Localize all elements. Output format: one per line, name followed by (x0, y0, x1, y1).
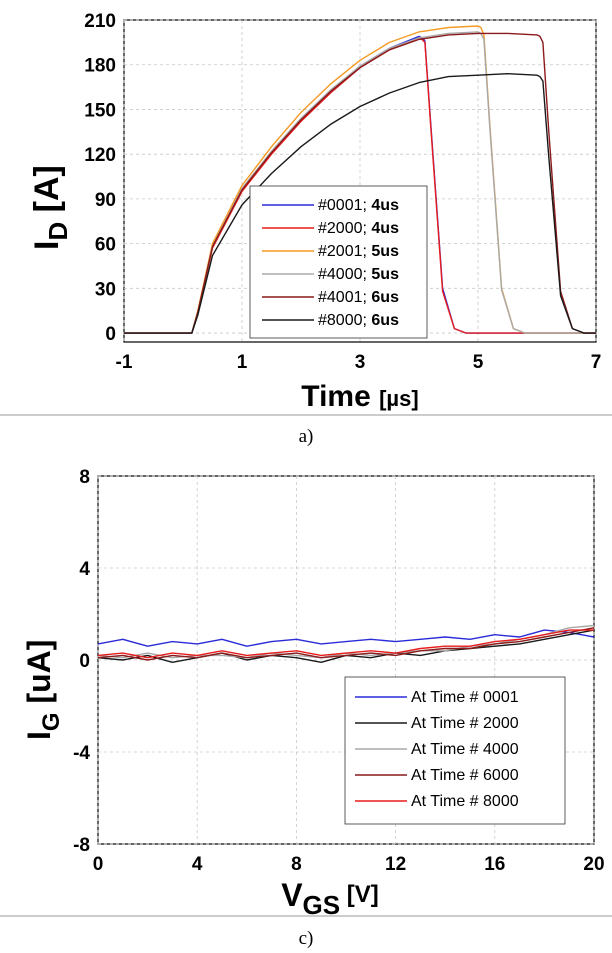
panel-c-y-axis-label: IG [uA] (21, 640, 65, 740)
panel-c-legend-label: At Time # 2000 (411, 715, 519, 732)
panel-c-grid (97, 475, 595, 845)
panel-c-series-line (97, 629, 594, 659)
panel-a-x-tick-label: -1 (116, 352, 133, 373)
panel-c-chart: -8 -4 0 4 8 0 4 8 12 16 20 IG [uA] VGS [V] At Tim… (21, 467, 605, 920)
panel-c-legend-label: At Time # 6000 (411, 767, 519, 784)
panel-c-x-tick-label: 20 (583, 854, 604, 875)
panel-a-y-tick-label: 120 (84, 145, 116, 166)
panel-c-x-tick-label: 8 (291, 854, 302, 875)
panel-a-y-ticks: 0 30 60 90 120 150 180 210 (84, 11, 116, 345)
panel-c-y-ticks: -8 -4 0 4 8 (73, 467, 90, 856)
panel-a-series-line (124, 32, 596, 334)
panel-c-legend-label: At Time # 4000 (411, 741, 519, 758)
panel-c-x-tick-label: 12 (385, 854, 406, 875)
panel-c-x-ticks: 0 4 8 12 16 20 (93, 854, 605, 875)
panel-c-y-tick-label: 4 (79, 559, 90, 580)
panel-a-legend-label: #2001; 5us (318, 243, 399, 260)
panel-c-series-line (97, 627, 595, 661)
panel-a-legend-label: #0001; 4us (318, 197, 399, 214)
panel-a-chart: 0 30 60 90 120 150 180 210 -1 1 3 5 7 ID [A] Time [… (28, 11, 601, 413)
panel-a-x-ticks: -1 1 3 5 7 (116, 352, 602, 373)
panel-a-legend-label: #4001; 6us (318, 289, 399, 306)
panel-a-series-line (124, 72, 596, 334)
panel-a-series (124, 25, 596, 334)
panel-c-x-axis-label: VGS [V] (281, 877, 379, 920)
panel-a-legend-label: #8000; 6us (318, 312, 399, 329)
panel-c-legend-label: At Time # 8000 (411, 793, 519, 810)
panel-a-x-tick-label: 3 (355, 352, 366, 373)
panel-a-x-axis-label: Time [µs] (301, 380, 418, 413)
panel-a-y-tick-label: 30 (95, 279, 116, 300)
panel-c-x-tick-label: 16 (484, 854, 505, 875)
panel-a-y-tick-label: 180 (84, 56, 116, 77)
panel-c-y-tick-label: 8 (79, 467, 90, 488)
panel-c-y-tick-label: -8 (73, 835, 90, 856)
panel-c-caption: c) (299, 928, 314, 949)
panel-a-caption: a) (299, 426, 314, 447)
panel-a-x-tick-label: 7 (591, 352, 602, 373)
panel-a-y-tick-label: 90 (95, 190, 116, 211)
panel-c-x-tick-label: 0 (93, 854, 104, 875)
panel-a-x-tick-label: 5 (473, 352, 484, 373)
panel-c-series-line (97, 629, 595, 647)
panel-a-legend: #0001; 4us #2000; 4us #2001; 5us #4000; 5us… (249, 185, 428, 339)
panel-a-y-axis-label: ID [A] (28, 165, 73, 250)
panel-a-y-tick-label: 60 (95, 235, 116, 256)
panel-c-y-tick-label: -4 (73, 743, 90, 764)
panel-c-y-tick-label: 0 (79, 651, 90, 672)
panel-a-legend-label: #2000; 4us (318, 220, 399, 237)
panel-a-x-tick-label: 1 (237, 352, 248, 373)
panel-c-legend-label: At Time # 0001 (411, 689, 519, 706)
panel-c-legend: At Time # 0001 At Time # 2000 At Time # 40… (344, 676, 566, 825)
panel-c-series (97, 624, 595, 663)
panel-a-legend-label: #4000; 5us (318, 266, 399, 283)
panel-a-y-tick-label: 210 (84, 11, 116, 32)
panel-a-y-tick-label: 150 (84, 100, 116, 121)
panel-a-y-tick-label: 0 (105, 324, 116, 345)
panel-c-x-tick-label: 4 (192, 854, 203, 875)
